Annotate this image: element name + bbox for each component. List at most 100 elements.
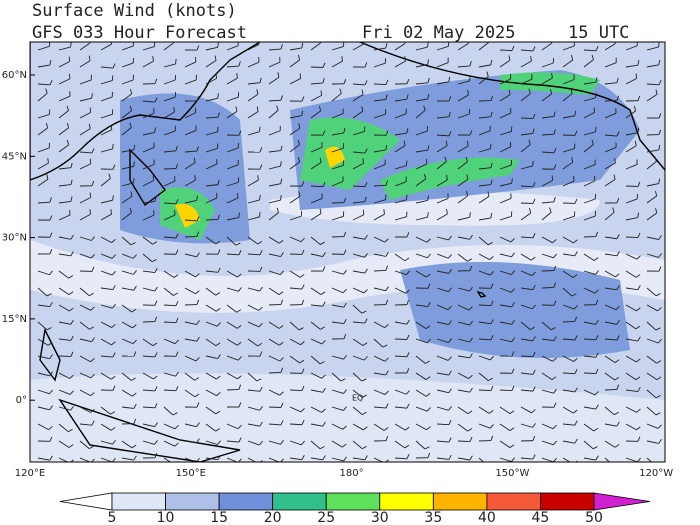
wind-barb <box>541 201 554 204</box>
wind-barb <box>226 338 238 346</box>
wind-barb <box>226 236 237 246</box>
wind-barb <box>520 270 533 276</box>
wind-barb <box>259 211 261 217</box>
wind-barb <box>142 440 155 445</box>
wind-barb <box>129 122 132 128</box>
wind-barb <box>654 190 658 197</box>
wind-barb <box>415 321 427 330</box>
wind-barb <box>58 253 71 257</box>
wind-barb <box>268 423 282 426</box>
colorbar-bin <box>540 492 595 511</box>
wind-barb <box>90 358 95 363</box>
wind-barb <box>142 112 155 119</box>
wind-barb <box>331 215 344 221</box>
wind-barb <box>625 164 638 170</box>
wind-barb <box>646 64 659 68</box>
wind-barb <box>163 79 176 85</box>
wind-barb <box>58 287 70 296</box>
wind-barb <box>510 238 515 243</box>
wind-barb <box>532 386 536 392</box>
wind-barb <box>79 372 92 379</box>
wind-barb <box>289 47 302 51</box>
colorbar-bin <box>486 492 541 511</box>
wind-barb <box>415 355 426 364</box>
wind-barb <box>595 352 599 358</box>
wind-barb <box>237 424 242 430</box>
wind-barb <box>436 161 447 170</box>
wind-barb <box>457 43 469 51</box>
wind-barb <box>247 389 260 392</box>
wind-barb <box>573 239 578 244</box>
wind-barb <box>196 96 200 102</box>
wind-barb <box>448 76 451 82</box>
wind-barb <box>58 440 70 448</box>
colorbar-label: 35 <box>424 510 442 525</box>
wind-barb <box>508 89 511 95</box>
wind-barb <box>595 231 599 237</box>
wind-barb <box>415 389 427 397</box>
wind-barb <box>658 59 661 65</box>
wind-barb <box>331 132 344 136</box>
wind-barb <box>658 80 662 85</box>
wind-barb <box>247 338 259 347</box>
wind-barb <box>528 139 531 145</box>
wind-barb <box>531 256 536 261</box>
wind-barb <box>373 423 385 431</box>
wind-barb <box>343 249 347 255</box>
wind-barb <box>583 164 596 170</box>
wind-barb <box>173 274 179 278</box>
wind-barb <box>121 127 132 136</box>
wind-barb <box>310 457 323 461</box>
wind-barb <box>256 106 259 112</box>
wind-barb <box>236 341 242 346</box>
wind-barb <box>646 338 659 344</box>
wind-barb <box>129 88 133 95</box>
wind-barb <box>278 239 284 244</box>
wind-barb <box>331 93 342 102</box>
wind-barb <box>541 180 553 187</box>
wind-barb <box>226 304 237 313</box>
wind-barb <box>616 421 620 427</box>
wind-barb <box>310 82 323 85</box>
wind-barb <box>655 293 661 297</box>
wind-barb <box>562 355 574 362</box>
wind-barb <box>70 196 73 202</box>
wind-barb <box>614 359 620 363</box>
wind-barb <box>37 457 50 461</box>
wind-barb <box>279 357 284 362</box>
wind-barb <box>478 195 490 204</box>
wind-barb <box>478 406 490 414</box>
wind-barb <box>163 130 176 136</box>
wind-barb <box>154 440 158 445</box>
wind-barb <box>184 389 196 398</box>
wind-barb <box>196 45 200 51</box>
wind-barb <box>289 321 300 331</box>
wind-barb <box>574 387 578 393</box>
wind-barb <box>69 307 74 312</box>
wind-barb <box>100 270 113 276</box>
wind-barb <box>489 424 494 429</box>
colorbar-bin <box>432 492 488 511</box>
wind-barb <box>625 457 638 462</box>
wind-barb <box>331 372 342 382</box>
wind-barb <box>175 163 179 169</box>
wind-barb <box>658 178 661 184</box>
wind-barb <box>604 372 615 381</box>
wind-barb <box>511 337 515 343</box>
wind-barb <box>549 207 552 213</box>
wind-barb <box>280 299 284 305</box>
wind-barb <box>310 253 323 257</box>
wind-barb <box>490 212 493 219</box>
wind-barb <box>268 199 281 204</box>
wind-barb <box>467 90 469 96</box>
wind-barb <box>373 62 386 68</box>
wind-barb <box>111 238 116 243</box>
wind-barb <box>58 95 71 102</box>
wind-barb <box>436 45 449 51</box>
wind-barb <box>583 131 596 136</box>
wind-barb <box>268 48 281 51</box>
wind-barb <box>112 195 114 201</box>
wind-barb <box>499 94 511 102</box>
wind-barb <box>415 82 428 85</box>
wind-barb <box>436 62 449 68</box>
